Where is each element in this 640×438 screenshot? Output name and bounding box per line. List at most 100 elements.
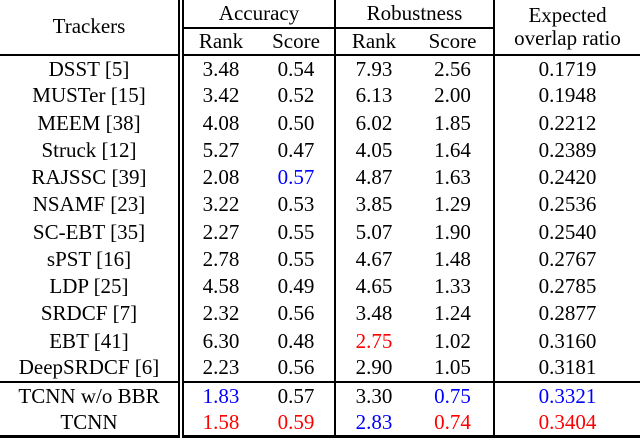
cell-eor: 0.3160 — [493, 327, 640, 355]
cell-acc-rank: 1.83 — [178, 380, 258, 410]
cell-rob-score: 2.00 — [434, 83, 471, 108]
cell-tracker: MUSTer [15] — [32, 83, 146, 108]
table-row: MEEM [38] 4.08 0.50 6.02 1.85 0.2212 — [0, 109, 640, 137]
cell-rob-rank: 3.30 — [334, 380, 413, 410]
cell-tracker: SRDCF [7] — [40, 301, 138, 326]
cell-rob-rank: 7.93 — [334, 55, 413, 83]
cell-acc-score: 0.47 — [277, 137, 315, 162]
header-robustness-score: Score — [412, 28, 495, 56]
cell-acc-score: 0.57 — [277, 165, 315, 190]
cell-rob-score: 1.33 — [434, 274, 471, 299]
cell-rob-rank: 4.87 — [334, 164, 413, 192]
cell-acc-rank: 2.78 — [178, 245, 258, 273]
cell-rob-score: 1.90 — [434, 219, 471, 244]
cell-tracker: SC-EBT [35] — [32, 219, 146, 244]
header-accuracy: Accuracy — [177, 0, 336, 29]
table-row: Struck [12] 5.27 0.47 4.05 1.64 0.2389 — [0, 136, 640, 164]
cell-tracker: DSST [5] — [48, 56, 130, 81]
header-trackers: Trackers — [0, 0, 181, 56]
cell-acc-score: 0.56 — [277, 301, 315, 326]
cell-rob-rank: 3.48 — [334, 300, 413, 328]
cell-tracker: TCNN w/o BBR — [0, 380, 181, 410]
cell-acc-rank: 4.08 — [178, 109, 258, 137]
table-row: DeepSRDCF [6] 2.23 0.56 2.90 1.05 0.3181 — [0, 354, 640, 382]
cell-rob-rank: 5.07 — [334, 218, 413, 246]
cell-acc-score: 0.54 — [277, 56, 315, 81]
cell-acc-score: 0.53 — [277, 192, 315, 217]
table-body: DSST [5] 3.48 0.54 7.93 2.56 0.1719 MUST… — [0, 55, 640, 438]
cell-rob-score: 1.29 — [434, 192, 471, 217]
cell-eor: 0.1948 — [493, 82, 640, 110]
cell-rob-score: 0.75 — [412, 380, 495, 410]
cell-rob-score: 1.02 — [434, 328, 471, 353]
cell-rob-score: 1.63 — [434, 165, 471, 190]
cell-eor: 0.3404 — [493, 409, 640, 438]
table-row-tcnn-wo-bbr: TCNN w/o BBR 1.83 0.57 3.30 0.75 0.3321 — [0, 380, 640, 410]
table-row-tcnn: TCNN 1.58 0.59 2.83 0.74 0.3404 — [0, 409, 640, 438]
header-accuracy-score: Score — [258, 28, 336, 56]
table-row: sPST [16] 2.78 0.55 4.67 1.48 0.2767 — [0, 245, 640, 273]
cell-tracker: RAJSSC [39] — [31, 165, 147, 190]
cell-acc-score: 0.57 — [258, 380, 336, 410]
table-row: MUSTer [15] 3.42 0.52 6.13 2.00 0.1948 — [0, 82, 640, 110]
cell-tracker: Struck [12] — [41, 137, 137, 162]
cell-tracker: EBT [41] — [49, 328, 129, 353]
table-row: SRDCF [7] 2.32 0.56 3.48 1.24 0.2877 — [0, 300, 640, 328]
table-row: SC-EBT [35] 2.27 0.55 5.07 1.90 0.2540 — [0, 218, 640, 246]
cell-tracker: LDP [25] — [49, 274, 129, 299]
cell-acc-rank: 3.42 — [178, 82, 258, 110]
cell-rob-score: 0.74 — [412, 409, 495, 438]
cell-rob-rank: 6.13 — [334, 82, 413, 110]
table-row: DSST [5] 3.48 0.54 7.93 2.56 0.1719 — [0, 55, 640, 83]
cell-acc-score: 0.59 — [258, 409, 336, 438]
cell-rob-rank: 4.05 — [334, 136, 413, 164]
cell-acc-score: 0.55 — [277, 219, 315, 244]
cell-acc-rank: 1.58 — [178, 409, 258, 438]
header-robustness-rank: Rank — [334, 28, 413, 56]
cell-eor: 0.2420 — [493, 164, 640, 192]
cell-tracker: DeepSRDCF [6] — [18, 355, 160, 380]
cell-rob-rank: 6.02 — [334, 109, 413, 137]
cell-acc-rank: 3.48 — [178, 55, 258, 83]
cell-rob-score: 1.24 — [434, 301, 471, 326]
header-expected-overlap: Expected overlap ratio — [493, 0, 640, 56]
header-expected-line2: overlap ratio — [514, 26, 621, 50]
cell-acc-rank: 3.22 — [178, 191, 258, 219]
cell-acc-rank: 2.08 — [178, 164, 258, 192]
header-expected-line1: Expected — [528, 2, 607, 27]
cell-acc-score: 0.50 — [277, 110, 315, 135]
cell-acc-score: 0.56 — [277, 355, 315, 380]
table-header: Trackers Accuracy Robustness Expected ov… — [0, 0, 640, 56]
cell-rob-rank: 4.67 — [334, 245, 413, 273]
cell-acc-score: 0.52 — [277, 83, 315, 108]
table-row: EBT [41] 6.30 0.48 2.75 1.02 0.3160 — [0, 327, 640, 355]
header-row-groups: Trackers Accuracy Robustness Expected ov… — [0, 0, 640, 56]
cell-rob-score: 1.05 — [434, 355, 471, 380]
cell-eor: 0.2536 — [493, 191, 640, 219]
cell-tracker: sPST [16] — [46, 246, 132, 271]
cell-rob-rank: 2.90 — [334, 354, 413, 382]
cell-acc-rank: 2.32 — [178, 300, 258, 328]
cell-rob-rank: 2.83 — [334, 409, 413, 438]
header-row-sub: Rank Score Rank Score — [0, 28, 640, 56]
cell-acc-score: 0.48 — [277, 328, 315, 353]
cell-acc-score: 0.55 — [277, 246, 315, 271]
cell-tracker: MEEM [38] — [37, 110, 141, 135]
cell-rob-rank: 3.85 — [334, 191, 413, 219]
cell-eor: 0.1719 — [493, 55, 640, 83]
cell-eor: 0.2785 — [493, 273, 640, 301]
cell-eor: 0.2877 — [493, 300, 640, 328]
cell-eor: 0.2389 — [493, 136, 640, 164]
cell-eor: 0.2767 — [493, 245, 640, 273]
header-robustness: Robustness — [334, 0, 495, 29]
cell-rob-rank: 2.75 — [334, 327, 413, 355]
cell-acc-rank: 5.27 — [178, 136, 258, 164]
cell-eor: 0.3181 — [493, 354, 640, 382]
cell-acc-rank: 4.58 — [178, 273, 258, 301]
cell-eor: 0.2540 — [493, 218, 640, 246]
cell-rob-score: 1.64 — [434, 137, 471, 162]
cell-rob-rank: 4.65 — [334, 273, 413, 301]
cell-rob-score: 1.85 — [434, 110, 471, 135]
